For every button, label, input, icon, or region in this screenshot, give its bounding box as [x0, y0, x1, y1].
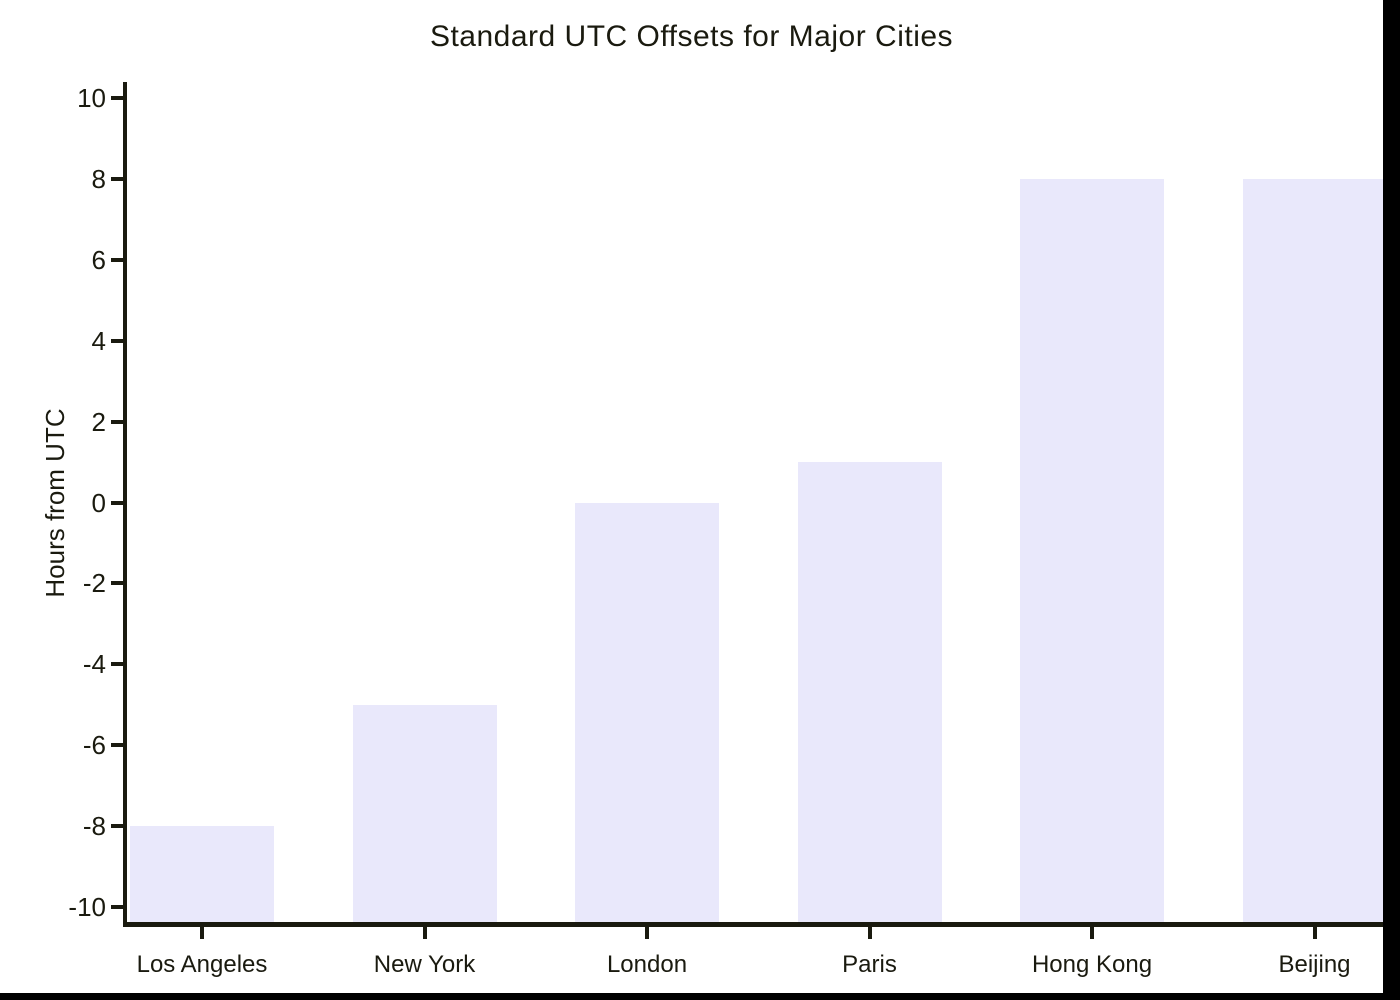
x-tick-label: Beijing	[1278, 951, 1351, 978]
y-tick-label: -4	[82, 649, 106, 680]
x-tick-label: Los Angeles	[136, 951, 268, 978]
y-axis-spine	[123, 82, 127, 927]
y-tick-label: -8	[82, 811, 106, 842]
x-tick-label: Paris	[842, 951, 897, 978]
bar-london	[575, 502, 719, 922]
y-tick-mark	[111, 96, 123, 100]
y-tick-mark	[111, 662, 123, 667]
y-tick-mark	[111, 824, 123, 829]
x-tick-label: London	[606, 951, 688, 978]
y-tick-mark	[111, 581, 123, 586]
x-tick-label: Hong Kong	[1031, 951, 1153, 978]
y-tick-mark	[111, 500, 123, 505]
x-tick-mark	[1090, 927, 1094, 939]
y-tick-label: -10	[68, 892, 106, 922]
bar-paris	[797, 462, 942, 922]
y-tick-label: -6	[82, 730, 106, 761]
chart-title: Standard UTC Offsets for Major Cities	[429, 20, 954, 53]
x-tick-mark	[200, 927, 204, 939]
y-tick-label: 10	[77, 83, 106, 113]
y-tick-label: 0	[91, 487, 106, 518]
y-tick-label: 4	[91, 325, 106, 356]
x-tick-mark	[867, 927, 872, 939]
x-axis-spine	[123, 922, 1383, 927]
x-tick-mark	[1312, 927, 1317, 939]
bar-beijing	[1242, 178, 1383, 922]
y-tick-label: 6	[91, 244, 106, 275]
y-tick-mark	[111, 257, 123, 262]
y-tick-mark	[111, 338, 123, 343]
bar-los-angeles	[130, 826, 274, 922]
bar-hong-kong	[1020, 178, 1164, 922]
x-tick-label: New York	[373, 951, 476, 978]
x-tick-mark	[645, 927, 649, 939]
bar-new-york	[352, 704, 497, 922]
y-tick-mark	[111, 905, 123, 909]
y-tick-label: 8	[91, 163, 106, 194]
y-tick-label: -2	[82, 568, 106, 599]
y-tick-mark	[111, 176, 123, 181]
y-tick-mark	[111, 419, 123, 424]
x-tick-mark	[422, 927, 427, 939]
y-tick-label: 2	[91, 406, 106, 437]
y-tick-mark	[111, 743, 123, 748]
